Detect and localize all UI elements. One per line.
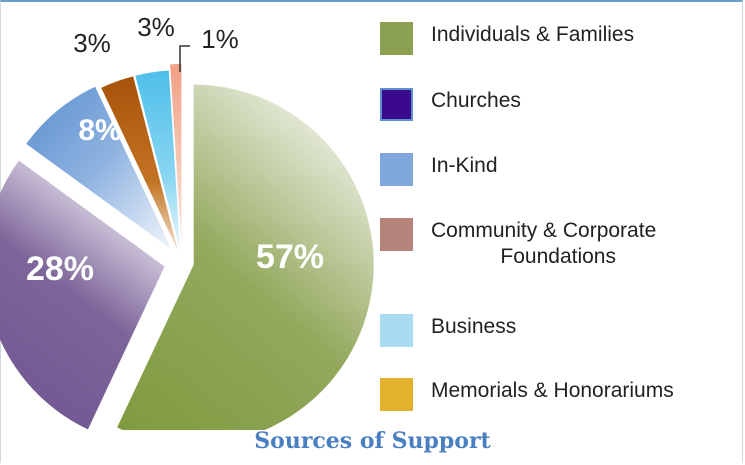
legend-swatch [380,218,413,251]
legend-item: Community & Corporate Foundations [380,218,656,270]
legend-label: Individuals & Families [431,23,635,46]
legend-label: Business [431,315,517,338]
pie-chart: 57% 28% 8% 3% 3% 1% [0,12,374,430]
legend-item: Memorials & Honorariums [380,378,674,411]
slice-label-4: 3% [73,28,111,58]
legend-item: Individuals & Families [380,22,634,55]
pie-slice-4 [101,76,178,251]
legend-item: In-Kind [380,153,498,186]
legend-label: Community & Corporate Foundations [431,219,657,268]
legend-swatch [380,314,413,347]
pie-slice-2 [0,160,165,430]
legend-swatch [380,378,413,411]
slice-label-6: 1% [201,24,239,54]
legend-item: Churches [380,88,521,121]
legend-label: Memorials & Honorariums [431,379,674,402]
slice-label-1: 57% [256,238,324,276]
pie-slice-6 [170,64,182,245]
legend-item: Business [380,314,516,347]
legend-swatch [380,88,413,121]
legend-swatch [380,22,413,55]
pie-slice-5 [135,70,181,251]
legend-label: In-Kind [431,154,498,177]
slice-label-2: 28% [26,250,94,288]
pie-slice-1 [117,84,374,430]
chart-title: Sources of Support [254,428,491,454]
legend-label: Churches [431,89,521,112]
slice-label-5: 3% [137,12,175,42]
legend-swatch [380,153,413,186]
pie-slice-3 [26,86,172,250]
slice-label-3: 8% [78,114,121,147]
leader-line [179,45,190,72]
